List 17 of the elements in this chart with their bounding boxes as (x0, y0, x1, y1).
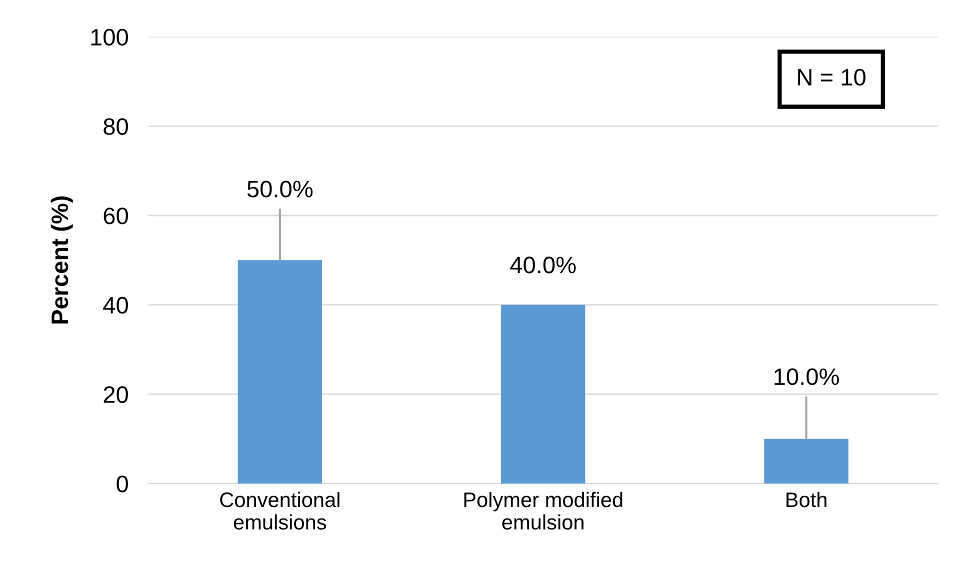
y-tick-label: 20 (104, 386, 128, 403)
x-tick-label: Both (786, 492, 826, 508)
y-tick-label: 60 (104, 208, 128, 224)
x-tick-label: Conventional emulsions (220, 492, 340, 530)
annotation: N = 10 (798, 68, 866, 86)
bar (764, 438, 848, 484)
y-tick-label: 80 (104, 118, 128, 135)
y-tick-label: 0 (116, 476, 128, 492)
data-label: 50.0% (247, 180, 313, 198)
x-tick-label: Polymer modified emulsion (464, 492, 622, 530)
data-label: 40.0% (510, 256, 576, 274)
data-label: 10.0% (774, 368, 839, 386)
y-axis-title: Percent (%) (50, 196, 73, 324)
y-tick-label: 40 (103, 296, 128, 314)
y-tick-label: 100 (91, 28, 128, 46)
bar (500, 304, 586, 484)
bar (238, 260, 322, 484)
